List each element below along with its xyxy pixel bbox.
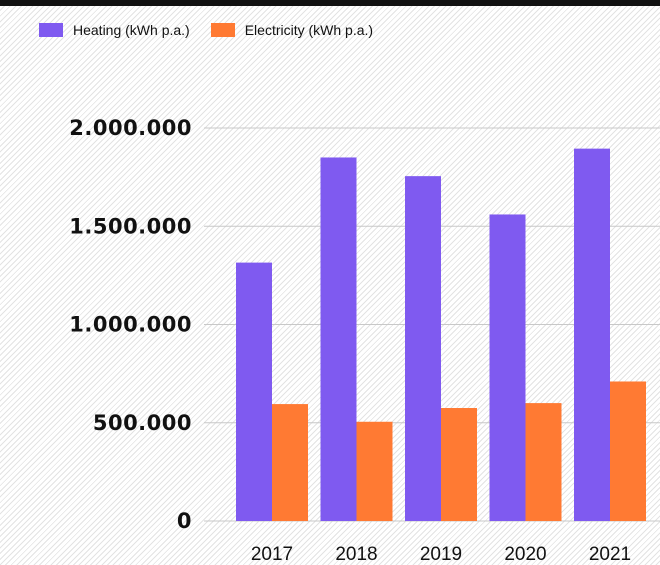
x-tick-label: 2018 <box>335 544 377 565</box>
legend-label-heating: Heating (kWh p.a.) <box>73 22 190 38</box>
y-tick-label: 2.000.000 <box>69 116 192 140</box>
x-tick-label: 2020 <box>504 544 546 565</box>
bar-heating-2021 <box>574 148 610 521</box>
bar-heating-2019 <box>405 176 441 521</box>
bar-heating-2017 <box>236 262 272 521</box>
x-tick-label: 2021 <box>589 544 631 565</box>
legend-label-electricity: Electricity (kWh p.a.) <box>244 22 374 38</box>
bar-electricity-2018 <box>356 421 393 521</box>
legend-item-electricity: Electricity (kWh p.a.) <box>210 22 374 38</box>
legend-swatch-heating <box>39 23 63 37</box>
top-rule <box>0 0 660 6</box>
y-tick-label: 1.000.000 <box>69 313 192 337</box>
bar-heating-2018 <box>320 157 357 521</box>
bar-electricity-2020 <box>525 403 562 521</box>
bar-heating-2020 <box>489 214 526 521</box>
bar-electricity-2017 <box>272 404 308 521</box>
bar-electricity-2021 <box>610 381 646 521</box>
y-tick-label: 1.500.000 <box>69 214 192 238</box>
x-tick-label: 2017 <box>251 544 293 565</box>
legend-swatch-electricity <box>210 23 235 37</box>
y-tick-label: 0 <box>177 509 192 533</box>
bar-electricity-2019 <box>441 408 477 521</box>
legend: Heating (kWh p.a.) Electricity (kWh p.a.… <box>39 20 394 40</box>
legend-item-heating: Heating (kWh p.a.) <box>39 22 190 38</box>
y-tick-label: 500.000 <box>93 411 192 435</box>
x-tick-label: 2019 <box>420 544 462 565</box>
